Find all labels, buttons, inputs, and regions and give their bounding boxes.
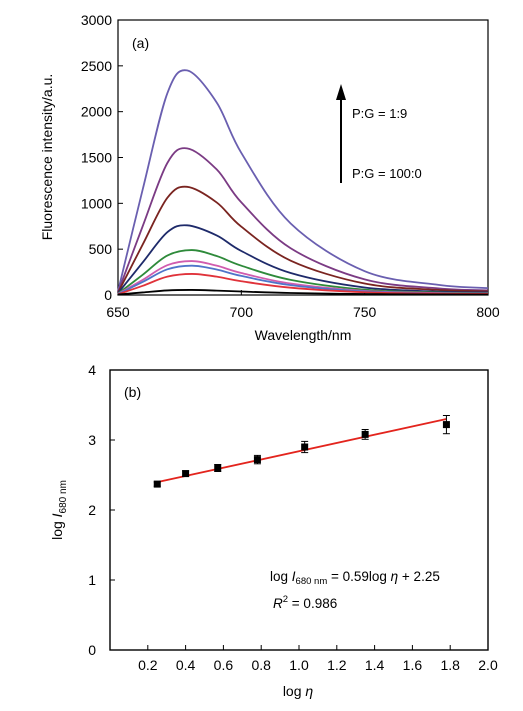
- panel-a-x-tick-label: 800: [476, 304, 500, 320]
- square-marker: [182, 470, 190, 478]
- panel-b-x-tick-label: 0.8: [251, 657, 271, 673]
- panel-b-y-axis-label: log I680 nm: [49, 480, 69, 540]
- panel-b-x-tick-label: 0.2: [138, 657, 158, 673]
- r2-sup: 2: [283, 594, 288, 605]
- eq-lhs-sub: 680 nm: [296, 576, 328, 587]
- arrow-top-label: P:G = 1:9: [352, 106, 407, 121]
- y-label-var: I: [49, 513, 65, 517]
- panel-b-y-tick-label: 2: [88, 502, 96, 518]
- x-label-prefix: log: [283, 683, 306, 699]
- panel-b-x-tick-label: 1.0: [289, 657, 309, 673]
- square-marker: [153, 480, 161, 488]
- panel-a-y-tick-label: 2000: [81, 104, 112, 120]
- panel-b-axis-ticks: 0.2 0.4 0.6 0.8 1.0 1.2 1.4 1.6 1.8 2.0 0 1 2 3 4: [88, 362, 498, 673]
- panel-a-x-axis-label: Wavelength/nm: [255, 327, 352, 343]
- eq-rhs: = 0.59log: [327, 569, 390, 584]
- data-point-6: [361, 429, 369, 440]
- square-marker: [214, 464, 222, 472]
- panel-a-y-tick-label: 1500: [81, 150, 112, 166]
- eq-rhs-var: η: [391, 569, 399, 584]
- square-marker: [301, 443, 309, 451]
- spectrum-curve-9: [117, 289, 489, 296]
- data-point-4: [253, 454, 261, 465]
- panel-b-y-tick-label: 1: [88, 572, 96, 588]
- square-marker: [253, 456, 261, 464]
- panel-a-arrow: [336, 84, 346, 183]
- data-point-2: [182, 470, 190, 478]
- data-point-7: [442, 415, 450, 435]
- r-squared: R2 = 0.986: [273, 594, 337, 611]
- arrow-bottom-label: P:G = 100:0: [352, 166, 422, 181]
- panel-a-curves: [117, 69, 489, 296]
- eq-rhs-const: + 2.25: [398, 569, 440, 584]
- spectrum-curve-3: [117, 185, 489, 294]
- panel-b-x-tick-label: 1.4: [365, 657, 385, 673]
- panel-a-y-tick-label: 1000: [81, 195, 112, 211]
- panel-a-y-tick-label: 2500: [81, 58, 112, 74]
- panel-a-y-axis-label: Fluorescence intensity/a.u.: [39, 74, 55, 241]
- eq-lhs-prefix: log: [270, 569, 292, 584]
- panel-b-x-tick-label: 0.4: [176, 657, 196, 673]
- square-marker: [442, 421, 450, 429]
- panel-b-x-tick-label: 0.6: [214, 657, 234, 673]
- panel-b-label: (b): [124, 384, 141, 400]
- panel-b-x-tick-label: 2.0: [478, 657, 498, 673]
- linear-fit-line: [157, 418, 447, 484]
- panel-b-y-tick-label: 4: [88, 362, 96, 378]
- panel-a-y-tick-label: 500: [89, 241, 113, 257]
- panel-b-y-tick-label: 0: [88, 642, 96, 658]
- spectrum-curve-2: [117, 147, 489, 293]
- data-point-5: [301, 440, 309, 454]
- square-marker: [361, 430, 369, 438]
- panel-b-x-tick-label: 1.6: [403, 657, 423, 673]
- panel-a-x-tick-label: 650: [106, 304, 130, 320]
- eq-lhs-var: I: [292, 569, 296, 584]
- r2-value: = 0.986: [288, 596, 337, 611]
- panel-a: 650 700 750 800 0 500 1000 1500 2000 2500 3000 (a)…: [39, 12, 500, 343]
- panel-a-label: (a): [132, 35, 149, 51]
- spectrum-curve-8: [117, 273, 489, 296]
- arrow-head-icon: [336, 84, 346, 100]
- panel-b-x-tick-label: 1.2: [327, 657, 347, 673]
- panel-a-axis-ticks: 650 700 750 800 0 500 1000 1500 2000 2500 3000: [81, 12, 500, 320]
- panel-a-y-tick-label: 3000: [81, 12, 112, 28]
- x-label-var: η: [305, 683, 313, 699]
- panel-b-y-tick-label: 3: [88, 432, 96, 448]
- panel-b-data-points: [153, 415, 450, 488]
- data-point-3: [214, 464, 222, 472]
- y-label-prefix: log: [49, 517, 65, 540]
- spectrum-curve-4: [117, 224, 489, 294]
- panel-a-x-tick-label: 700: [230, 304, 254, 320]
- panel-a-x-tick-label: 750: [353, 304, 377, 320]
- panel-a-y-tick-label: 0: [104, 287, 112, 303]
- panel-b-x-tick-label: 1.8: [440, 657, 460, 673]
- panel-b-fit-line: [157, 418, 447, 484]
- spectrum-curve-1: [117, 69, 489, 292]
- panel-b-x-axis-label: log η: [283, 683, 314, 699]
- r2-var: R: [273, 596, 283, 611]
- fit-equation: log I680 nm = 0.59log η + 2.25: [270, 569, 440, 587]
- data-point-1: [153, 480, 161, 488]
- y-label-sub: 680 nm: [58, 480, 69, 513]
